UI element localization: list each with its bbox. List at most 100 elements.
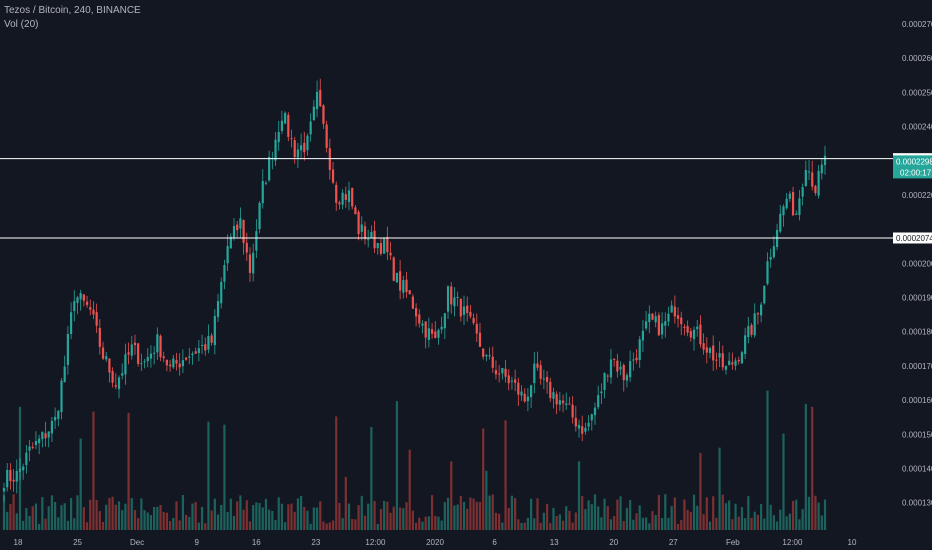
volume-bar — [517, 519, 520, 530]
volume-bar — [577, 461, 581, 530]
candle-body — [798, 198, 801, 216]
volume-bar — [140, 498, 143, 530]
volume-bar — [715, 517, 718, 530]
candle-body — [763, 285, 766, 304]
volume-bar — [85, 522, 89, 530]
volume-bar — [408, 449, 411, 530]
volume-bar — [440, 520, 443, 530]
volume-bar — [702, 514, 705, 530]
volume-bar — [747, 496, 750, 530]
volume-bar — [817, 502, 820, 530]
candle-body — [322, 105, 325, 124]
volume-bar — [357, 505, 360, 530]
candle-body — [411, 296, 415, 309]
candle-body — [379, 243, 383, 254]
volume-bar — [629, 500, 632, 530]
volume-bar — [245, 500, 248, 530]
price-axis-tick: 0.0001400 — [902, 464, 932, 473]
volume-bar — [613, 516, 616, 530]
price-axis[interactable]: 0.0002700 0.0002600 0.0002500 0.0002400 0.00… — [902, 20, 932, 508]
candle-body — [293, 140, 296, 158]
candle-body — [740, 352, 744, 364]
candle-body — [737, 359, 740, 362]
candle-body — [753, 313, 756, 336]
candle-body — [795, 213, 798, 215]
volume-bar — [418, 517, 421, 530]
candle-body — [498, 373, 501, 375]
volume-bar — [124, 503, 127, 530]
candle-body — [392, 257, 395, 281]
volume-bar — [485, 470, 488, 530]
volume-bar — [153, 506, 156, 530]
candle-body — [255, 231, 258, 251]
volume-bar — [57, 517, 60, 530]
candle-body — [545, 376, 549, 382]
volume-bar — [469, 497, 472, 530]
candle-body — [15, 470, 18, 482]
candle-body — [92, 309, 95, 315]
volume-bar — [811, 406, 814, 530]
volume-bar — [619, 496, 622, 530]
volume-bar — [274, 520, 277, 530]
volume-bar — [325, 523, 328, 530]
volume-bar — [731, 519, 734, 530]
candle-body — [536, 363, 539, 368]
volume-bar — [277, 497, 280, 530]
candle-body — [325, 124, 328, 148]
volume-bar — [641, 517, 645, 530]
volume-bar — [427, 516, 430, 530]
candle-body — [38, 438, 41, 444]
candle-body — [555, 394, 558, 405]
volume-bar — [296, 498, 299, 530]
candle-body — [676, 315, 680, 319]
volume-bar — [252, 505, 255, 530]
volume-bar — [149, 515, 153, 530]
candle-body — [50, 420, 54, 434]
candle-body — [459, 299, 462, 317]
volume-bar — [587, 500, 590, 530]
volume-bar — [718, 447, 721, 530]
volume-bar — [593, 494, 597, 530]
candle-body — [491, 356, 494, 368]
candle-body — [613, 358, 616, 360]
volume-bar — [459, 495, 462, 530]
volume-bar — [146, 512, 149, 530]
candle-body — [520, 391, 523, 396]
time-axis[interactable]: 18 25 Dec 9 16 23 12:00 2020 6 13 20 27 Feb 12:00 10 — [14, 538, 857, 547]
symbol-title[interactable]: Tezos / Bitcoin, 240, BINANCE — [4, 5, 141, 16]
horizontal-levels[interactable] — [0, 158, 893, 239]
volume-indicator-label[interactable]: Vol (20) — [4, 19, 39, 30]
candle-body — [223, 265, 226, 282]
volume-bar — [319, 501, 322, 530]
volume-bar — [769, 504, 772, 530]
candle-body — [574, 417, 577, 427]
volume-bar — [750, 517, 753, 530]
candle-body — [629, 361, 632, 378]
candle-body — [363, 226, 367, 240]
volume-bar — [363, 515, 367, 530]
volume-bar — [712, 496, 715, 530]
candle-body — [450, 286, 453, 305]
volume-bar — [335, 416, 338, 530]
price-axis-tick: 0.0001300 — [902, 499, 932, 508]
volume-bar — [312, 507, 315, 530]
volume-bar — [79, 438, 82, 530]
candle-body — [207, 336, 210, 350]
candle-body — [232, 225, 236, 238]
volume-bar — [309, 523, 312, 530]
candle-body — [44, 433, 47, 439]
volume-bar — [82, 507, 85, 530]
volume-bar — [232, 515, 236, 530]
candle-body — [683, 326, 686, 328]
volume-bar — [178, 520, 181, 530]
volume-bar — [405, 502, 408, 530]
volume-bar — [475, 501, 478, 530]
candle-body — [299, 145, 303, 151]
volume-bar — [625, 507, 629, 530]
time-axis-tick: 6 — [492, 538, 497, 547]
candle-body — [303, 142, 306, 153]
candle-body — [140, 363, 143, 365]
volume-bar — [689, 511, 692, 530]
